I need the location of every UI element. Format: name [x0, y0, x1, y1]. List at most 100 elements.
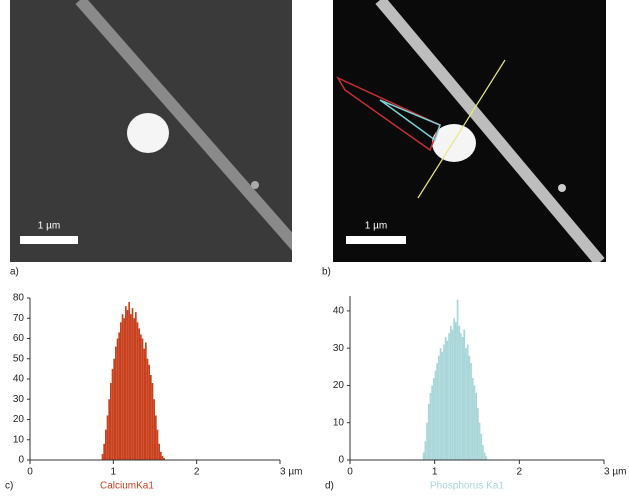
- bar: [449, 325, 452, 460]
- bar: [466, 344, 469, 460]
- y-tick-label: 40: [13, 374, 25, 385]
- bar: [477, 407, 479, 460]
- x-tick-label: 2: [194, 467, 200, 478]
- bar: [145, 342, 147, 460]
- panel-label: a): [10, 267, 19, 278]
- y-tick-label: 50: [13, 353, 25, 364]
- y-tick-label: 60: [13, 333, 25, 344]
- bar: [108, 399, 110, 460]
- bar: [158, 443, 160, 460]
- bar: [441, 351, 444, 460]
- bar: [150, 374, 152, 460]
- y-tick-label: 70: [13, 313, 25, 324]
- bar: [480, 433, 483, 460]
- bar: [161, 455, 164, 460]
- micrograph-b: 1 µm: [333, 0, 606, 262]
- bar: [141, 338, 144, 460]
- bar: [140, 334, 142, 460]
- bar: [460, 333, 462, 460]
- bar: [136, 322, 139, 460]
- x-tick-label: 3 µm: [280, 467, 302, 478]
- series-name: Phosphorus Ka1: [430, 481, 504, 492]
- bar: [465, 348, 467, 460]
- micrograph-a: 1 µm: [10, 0, 292, 262]
- bar: [123, 318, 125, 460]
- bar: [431, 385, 433, 460]
- x-tick-label: 3 µm: [604, 467, 626, 478]
- bar: [461, 337, 464, 460]
- bar: [427, 404, 430, 460]
- bar: [131, 308, 134, 460]
- x-tick-label: 1: [432, 467, 438, 478]
- bar: [135, 312, 137, 460]
- y-tick-label: 40: [333, 306, 345, 317]
- bar: [485, 456, 488, 460]
- panel-label: d): [325, 481, 334, 492]
- bar: [429, 392, 432, 460]
- bar: [126, 310, 129, 460]
- scale-label: 1 µm: [38, 221, 60, 232]
- bar: [443, 344, 445, 460]
- bar: [470, 363, 472, 460]
- series-name: CalciumKa1: [100, 481, 154, 492]
- bar: [432, 378, 435, 460]
- bar: [121, 314, 124, 460]
- bar: [438, 355, 440, 460]
- bar: [424, 441, 427, 460]
- y-tick-label: 10: [333, 417, 345, 428]
- bar: [436, 363, 439, 460]
- bar: [146, 358, 149, 460]
- bar: [125, 306, 127, 460]
- bar: [143, 348, 145, 460]
- bar: [128, 302, 130, 460]
- y-tick-label: 30: [333, 343, 345, 354]
- bar: [110, 383, 112, 460]
- bar: [106, 415, 109, 460]
- y-tick-label: 30: [13, 394, 25, 405]
- bar: [453, 318, 455, 460]
- y-tick-label: 10: [13, 434, 25, 445]
- bar: [160, 451, 162, 460]
- scale-label: 1 µm: [365, 221, 387, 232]
- bar: [148, 364, 150, 460]
- bar: [116, 338, 119, 460]
- x-tick-label: 0: [27, 467, 33, 478]
- panel-label: b): [322, 267, 331, 278]
- bar: [120, 322, 122, 460]
- bar: [482, 445, 484, 460]
- bar: [133, 318, 135, 460]
- bar: [130, 314, 132, 460]
- bar: [473, 385, 476, 460]
- bar: [468, 355, 471, 460]
- bar: [475, 392, 477, 460]
- bar: [439, 348, 442, 460]
- y-tick-label: 80: [13, 293, 25, 304]
- bar: [463, 329, 466, 460]
- bar: [446, 340, 449, 460]
- bar: [156, 429, 159, 460]
- y-tick-label: 0: [18, 455, 24, 466]
- bar: [111, 368, 114, 460]
- panel-label: c): [5, 481, 13, 492]
- bar: [163, 457, 165, 460]
- x-tick-label: 2: [517, 467, 523, 478]
- bar: [138, 328, 140, 460]
- bar: [422, 452, 425, 460]
- bar: [113, 358, 115, 460]
- bar: [115, 346, 117, 460]
- x-tick-label: 1: [111, 467, 117, 478]
- y-tick-label: 0: [338, 455, 344, 466]
- bar: [155, 415, 157, 460]
- bar: [101, 453, 104, 460]
- bar: [151, 383, 154, 460]
- y-tick-label: 20: [13, 414, 25, 425]
- bar: [153, 399, 155, 460]
- bar: [444, 337, 447, 460]
- x-tick-label: 0: [347, 467, 353, 478]
- bar: [458, 325, 461, 460]
- y-tick-label: 20: [333, 380, 345, 391]
- bar: [434, 370, 437, 460]
- bar: [483, 452, 486, 460]
- bar: [118, 332, 120, 460]
